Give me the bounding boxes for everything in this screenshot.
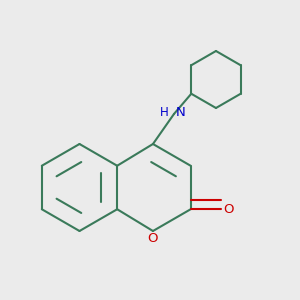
Text: N: N: [176, 106, 185, 119]
Text: H: H: [160, 106, 169, 119]
Text: O: O: [148, 232, 158, 245]
Text: O: O: [223, 203, 233, 216]
